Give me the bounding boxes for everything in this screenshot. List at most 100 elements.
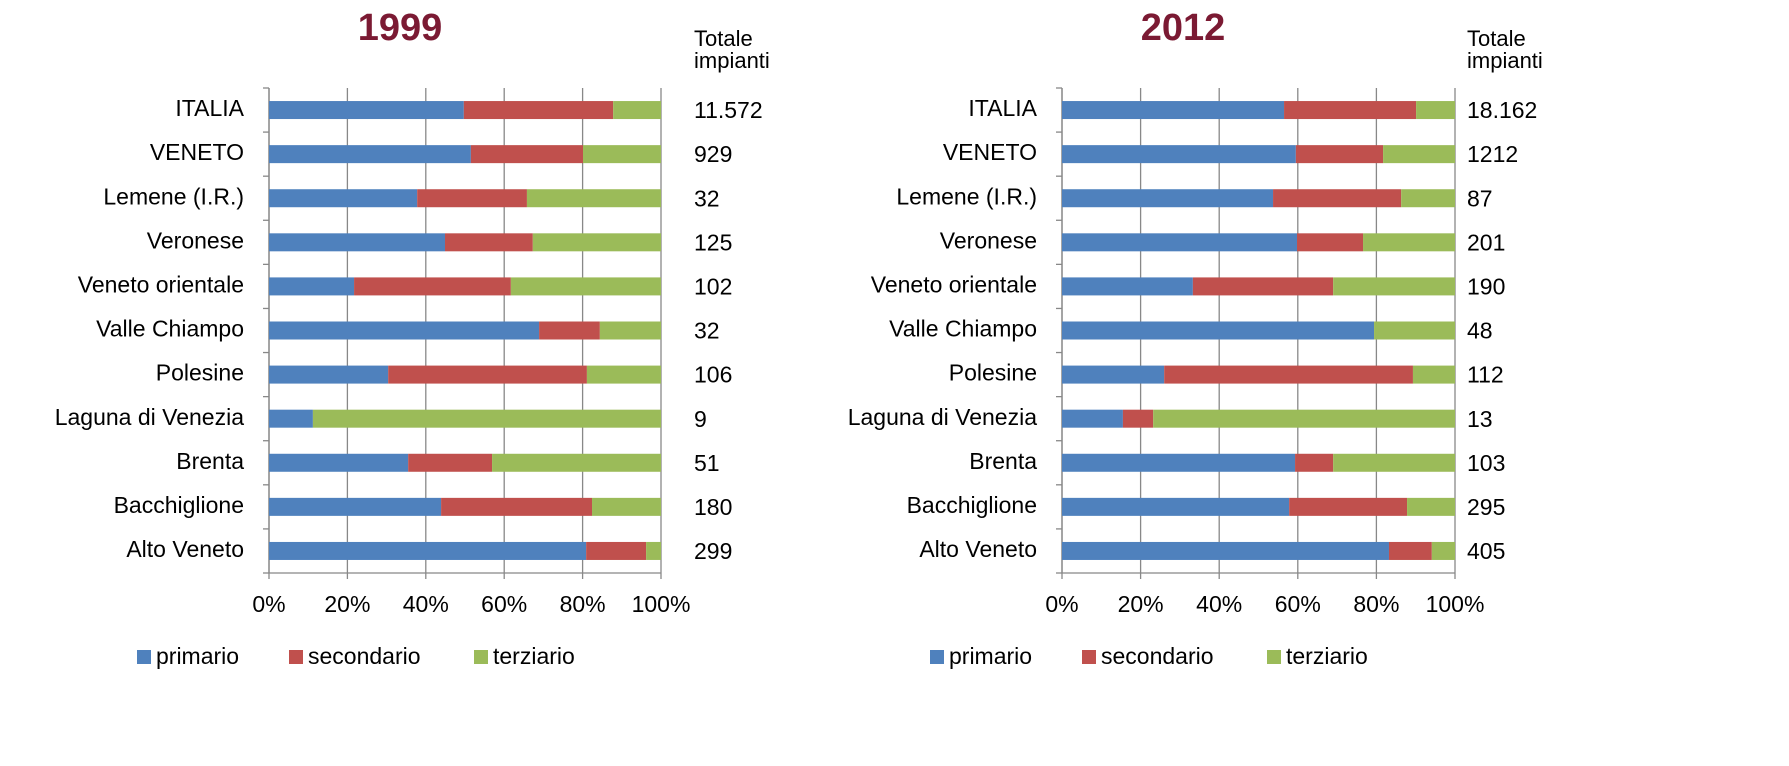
x-tick-label: 60% [481, 591, 527, 617]
bar-segment [354, 277, 511, 296]
legend-swatch [474, 650, 488, 664]
bar-segment [417, 189, 527, 208]
total-label: 112 [1467, 362, 1504, 388]
bar-segment [1062, 497, 1290, 516]
bar-segment [1192, 277, 1334, 296]
bar-segment [510, 277, 661, 296]
x-tick-label: 80% [560, 591, 606, 617]
x-tick-label: 40% [403, 591, 449, 617]
legend-swatch [1267, 650, 1281, 664]
bar-segment [599, 321, 661, 340]
total-label: 102 [694, 273, 732, 299]
total-label: 13 [1467, 406, 1493, 432]
bar-segment [586, 541, 647, 560]
category-label: VENETO [943, 139, 1037, 165]
x-tick-label: 80% [1353, 591, 1399, 617]
category-label: Laguna di Venezia [848, 404, 1037, 430]
category-label: Laguna di Venezia [55, 404, 244, 430]
category-label: Lemene (I.R.) [896, 183, 1037, 209]
bar-segment [586, 365, 661, 384]
category-label: ITALIA [968, 95, 1037, 121]
category-label: Brenta [176, 448, 244, 474]
bar-segment [1122, 409, 1154, 428]
total-label: 106 [694, 362, 732, 388]
bar-segment [269, 145, 471, 164]
category-label: Valle Chiampo [96, 316, 244, 342]
bar-segment [1412, 365, 1455, 384]
bar-segment [269, 453, 409, 472]
bar-segment [269, 409, 313, 428]
category-label: Veronese [940, 227, 1037, 253]
bar-segment [646, 541, 661, 560]
bar-segment [269, 189, 418, 208]
total-label: 87 [1467, 185, 1493, 211]
x-tick-label: 20% [1118, 591, 1164, 617]
category-label: Bacchiglione [907, 492, 1037, 518]
bar-segment [1153, 409, 1455, 428]
legend-label: terziario [1286, 643, 1368, 669]
bar-segment [1333, 453, 1455, 472]
total-label: 32 [694, 318, 720, 344]
bar-segment [408, 453, 493, 472]
legend-label: terziario [493, 643, 575, 669]
bar-segment [445, 233, 533, 252]
bar-segment [269, 541, 587, 560]
bar-segment [1431, 541, 1455, 560]
bar-segment [1407, 497, 1455, 516]
chart-title: 2012 [1141, 7, 1226, 49]
total-label: 18.162 [1467, 97, 1537, 123]
bar-segment [1062, 409, 1123, 428]
bar-segment [1273, 189, 1402, 208]
bar-segment [1374, 321, 1455, 340]
total-label: 9 [694, 406, 707, 432]
legend-swatch [289, 650, 303, 664]
bar-segment [526, 189, 661, 208]
bar-segment [1062, 233, 1298, 252]
legend-label: secondario [308, 643, 421, 669]
totals-header: impianti [694, 48, 770, 73]
total-label: 299 [694, 538, 732, 564]
x-tick-label: 100% [1426, 591, 1485, 617]
total-label: 48 [1467, 318, 1493, 344]
category-label: Alto Veneto [126, 536, 244, 562]
bar-segment [388, 365, 587, 384]
bar-segment [269, 233, 446, 252]
bar-segment [269, 497, 442, 516]
category-label: Polesine [156, 360, 244, 386]
category-label: Polesine [949, 360, 1037, 386]
legend-swatch [930, 650, 944, 664]
total-label: 295 [1467, 494, 1505, 520]
total-label: 201 [1467, 229, 1505, 255]
bar-segment [613, 101, 661, 120]
total-label: 51 [694, 450, 720, 476]
x-tick-label: 40% [1196, 591, 1242, 617]
bar-segment [1416, 101, 1455, 120]
total-label: 1212 [1467, 141, 1518, 167]
total-label: 103 [1467, 450, 1505, 476]
bar-segment [470, 145, 583, 164]
total-label: 180 [694, 494, 732, 520]
bar-segment [582, 145, 661, 164]
category-label: ITALIA [175, 95, 244, 121]
bar-segment [1062, 101, 1285, 120]
bar-segment [1297, 233, 1364, 252]
category-label: Bacchiglione [114, 492, 244, 518]
x-tick-label: 100% [632, 591, 691, 617]
total-label: 32 [694, 185, 720, 211]
bar-segment [441, 497, 593, 516]
bar-segment [1363, 233, 1455, 252]
bar-segment [1401, 189, 1455, 208]
bar-segment [269, 277, 355, 296]
category-label: Alto Veneto [919, 536, 1037, 562]
category-label: VENETO [150, 139, 244, 165]
bar-segment [539, 321, 600, 340]
totals-header: Totale [694, 26, 753, 51]
total-label: 125 [694, 229, 732, 255]
bar-segment [1284, 101, 1417, 120]
bar-segment [532, 233, 661, 252]
category-label: Brenta [969, 448, 1037, 474]
total-label: 11.572 [694, 97, 763, 123]
total-label: 405 [1467, 538, 1505, 564]
bar-segment [1333, 277, 1455, 296]
bar-segment [592, 497, 661, 516]
